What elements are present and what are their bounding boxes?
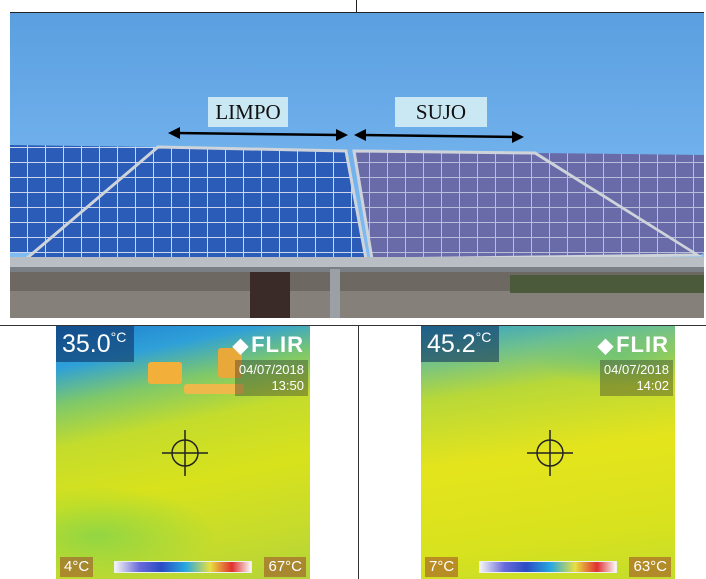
label-arrows xyxy=(168,127,524,143)
temperature-value: 45.2 xyxy=(427,330,476,358)
hot-spot xyxy=(218,348,242,378)
hot-spot xyxy=(184,384,244,394)
panel-right-partial xyxy=(538,153,704,255)
label-limpo: LIMPO xyxy=(208,97,288,127)
temperature-readout: 35.0°C xyxy=(56,326,135,362)
flir-mark-icon: ◆ xyxy=(232,335,250,357)
time-label: 13:50 xyxy=(271,378,304,393)
thermal-image-clean: 35.0°C ◆FLIR 04/07/2018 13:50 4°C 67°C xyxy=(56,326,310,579)
vertical-divider xyxy=(358,326,359,579)
solar-panel-photo: LIMPO SUJO xyxy=(10,13,704,318)
temperature-value: 35.0 xyxy=(62,330,111,358)
flir-mark-icon: ◆ xyxy=(597,335,615,357)
middle-rule xyxy=(0,325,706,326)
top-tick xyxy=(356,0,357,12)
thermal-image-dirty: 45.2°C ◆FLIR 04/07/2018 14:02 7°C 63°C xyxy=(421,326,675,579)
temperature-unit: °C xyxy=(475,329,492,345)
temperature-readout: 45.2°C xyxy=(421,326,500,362)
flir-logo: ◆FLIR xyxy=(233,332,304,359)
crosshair-icon xyxy=(527,430,573,476)
flir-brand: FLIR xyxy=(251,332,304,357)
date-label: 04/07/2018 xyxy=(603,362,669,377)
label-sujo: SUJO xyxy=(395,97,487,127)
time-label: 14:02 xyxy=(636,378,669,393)
panel-frame xyxy=(10,257,704,267)
crosshair-icon xyxy=(162,430,208,476)
scale-bar xyxy=(114,561,252,573)
panel-left-partial xyxy=(10,145,158,253)
panel-dirty xyxy=(352,149,704,261)
hot-spot xyxy=(148,362,182,384)
temperature-unit: °C xyxy=(110,329,127,345)
date-time-stamp: 04/07/2018 14:02 xyxy=(599,360,673,396)
scale-min: 4°C xyxy=(60,557,94,577)
scale-min: 7°C xyxy=(425,557,459,577)
top-rule xyxy=(10,12,704,13)
temperature-scale: 4°C 67°C xyxy=(56,555,310,579)
temperature-scale: 7°C 63°C xyxy=(421,555,675,579)
scale-max: 67°C xyxy=(264,557,306,577)
date-time-stamp: 04/07/2018 13:50 xyxy=(234,360,308,396)
scale-bar xyxy=(479,561,617,573)
flir-brand: FLIR xyxy=(616,332,669,357)
date-label: 04/07/2018 xyxy=(238,362,304,377)
flir-logo: ◆FLIR xyxy=(598,332,669,359)
panel-scene xyxy=(10,127,704,318)
scale-max: 63°C xyxy=(629,557,671,577)
